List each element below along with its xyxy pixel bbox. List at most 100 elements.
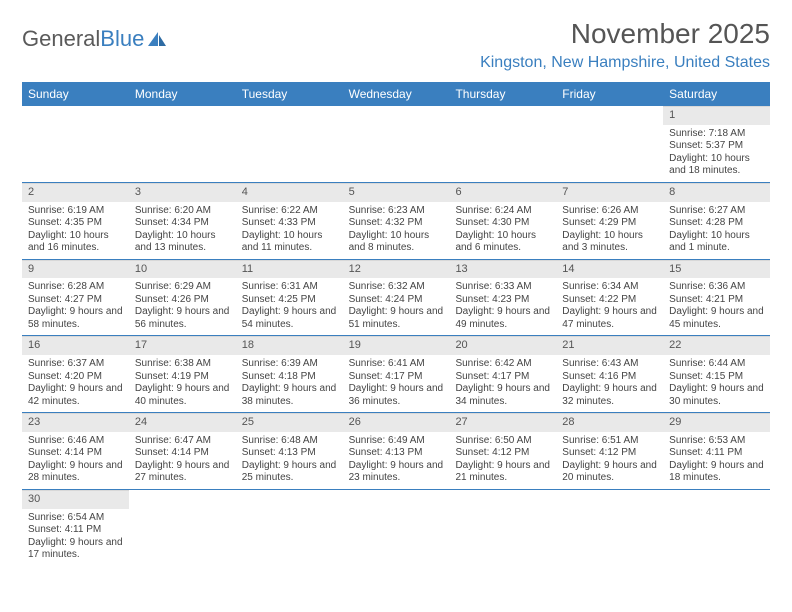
day-number: 4 [236, 183, 343, 202]
sunrise-text: Sunrise: 6:37 AM [28, 358, 123, 371]
daylight-text: Daylight: 10 hours and 13 minutes. [135, 230, 230, 255]
daylight-text: Daylight: 9 hours and 23 minutes. [349, 460, 444, 485]
sunset-text: Sunset: 4:13 PM [242, 447, 337, 460]
calendar-cell: 8Sunrise: 6:27 AMSunset: 4:28 PMDaylight… [663, 183, 770, 259]
day-details: Sunrise: 6:29 AMSunset: 4:26 PMDaylight:… [129, 278, 236, 335]
calendar-cell: 2Sunrise: 6:19 AMSunset: 4:35 PMDaylight… [22, 183, 129, 259]
day-details: Sunrise: 6:24 AMSunset: 4:30 PMDaylight:… [449, 202, 556, 259]
daylight-text: Daylight: 9 hours and 34 minutes. [455, 383, 550, 408]
day-details: Sunrise: 6:20 AMSunset: 4:34 PMDaylight:… [129, 202, 236, 259]
day-number: 29 [663, 413, 770, 432]
day-details: Sunrise: 6:43 AMSunset: 4:16 PMDaylight:… [556, 355, 663, 412]
sunrise-text: Sunrise: 6:50 AM [455, 435, 550, 448]
sunrise-text: Sunrise: 6:22 AM [242, 205, 337, 218]
calendar-cell: 29 Sunrise: 6:53 AMSunset: 4:11 PMDayligh… [663, 413, 770, 489]
calendar-cell-blank [556, 490, 663, 566]
calendar-cell: 12Sunrise: 6:32 AMSunset: 4:24 PMDayligh… [343, 260, 450, 336]
sunset-text: Sunset: 4:27 PM [28, 294, 123, 307]
daylight-text: Daylight: 9 hours and 51 minutes. [349, 306, 444, 331]
sunset-text: Sunset: 4:24 PM [349, 294, 444, 307]
calendar-cell: 9Sunrise: 6:28 AMSunset: 4:27 PMDaylight… [22, 260, 129, 336]
day-number: 27 [449, 413, 556, 432]
calendar-cell: 22Sunrise: 6:44 AMSunset: 4:15 PMDayligh… [663, 336, 770, 412]
day-header: Tuesday [236, 82, 343, 106]
day-details: Sunrise: 6:26 AMSunset: 4:29 PMDaylight:… [556, 202, 663, 259]
calendar-body: 1Sunrise: 7:18 AMSunset: 5:37 PMDaylight… [22, 106, 770, 566]
calendar-cell: 23Sunrise: 6:46 AMSunset: 4:14 PMDayligh… [22, 413, 129, 489]
daylight-text: Daylight: 9 hours and 27 minutes. [135, 460, 230, 485]
sunset-text: Sunset: 4:11 PM [669, 447, 764, 460]
logo-text-1: General [22, 26, 100, 52]
calendar-cell: 17Sunrise: 6:38 AMSunset: 4:19 PMDayligh… [129, 336, 236, 412]
sunrise-text: Sunrise: 6:34 AM [562, 281, 657, 294]
day-number: 13 [449, 260, 556, 279]
sunset-text: Sunset: 4:33 PM [242, 217, 337, 230]
day-details: Sunrise: 6:39 AMSunset: 4:18 PMDaylight:… [236, 355, 343, 412]
daylight-text: Daylight: 10 hours and 3 minutes. [562, 230, 657, 255]
calendar-cell: 21Sunrise: 6:43 AMSunset: 4:16 PMDayligh… [556, 336, 663, 412]
day-number: 12 [343, 260, 450, 279]
daylight-text: Daylight: 9 hours and 18 minutes. [669, 460, 764, 485]
day-details: Sunrise: 6:27 AMSunset: 4:28 PMDaylight:… [663, 202, 770, 259]
sunrise-text: Sunrise: 6:42 AM [455, 358, 550, 371]
day-number: 23 [22, 413, 129, 432]
day-number: 17 [129, 336, 236, 355]
calendar-cell: 19Sunrise: 6:41 AMSunset: 4:17 PMDayligh… [343, 336, 450, 412]
calendar-cell: 28Sunrise: 6:51 AMSunset: 4:12 PMDayligh… [556, 413, 663, 489]
sunset-text: Sunset: 4:19 PM [135, 371, 230, 384]
day-number: 20 [449, 336, 556, 355]
day-number: 24 [129, 413, 236, 432]
day-details: Sunrise: 6:33 AMSunset: 4:23 PMDaylight:… [449, 278, 556, 335]
calendar-row: 1Sunrise: 7:18 AMSunset: 5:37 PMDaylight… [22, 106, 770, 183]
day-number: 9 [22, 260, 129, 279]
calendar-cell: 18Sunrise: 6:39 AMSunset: 4:18 PMDayligh… [236, 336, 343, 412]
daylight-text: Daylight: 9 hours and 38 minutes. [242, 383, 337, 408]
day-details: Sunrise: 6:34 AMSunset: 4:22 PMDaylight:… [556, 278, 663, 335]
sunrise-text: Sunrise: 6:31 AM [242, 281, 337, 294]
sunrise-text: Sunrise: 6:27 AM [669, 205, 764, 218]
sunrise-text: Sunrise: 6:33 AM [455, 281, 550, 294]
sunset-text: Sunset: 4:35 PM [28, 217, 123, 230]
calendar-cell-blank [663, 490, 770, 566]
calendar-cell: 10Sunrise: 6:29 AMSunset: 4:26 PMDayligh… [129, 260, 236, 336]
day-number: 10 [129, 260, 236, 279]
daylight-text: Daylight: 9 hours and 47 minutes. [562, 306, 657, 331]
calendar-cell: 14Sunrise: 6:34 AMSunset: 4:22 PMDayligh… [556, 260, 663, 336]
sunrise-text: Sunrise: 6:29 AM [135, 281, 230, 294]
calendar-cell: 3Sunrise: 6:20 AMSunset: 4:34 PMDaylight… [129, 183, 236, 259]
daylight-text: Daylight: 9 hours and 17 minutes. [28, 537, 123, 562]
header: GeneralBlue November 2025 Kingston, New … [22, 18, 770, 72]
daylight-text: Daylight: 9 hours and 42 minutes. [28, 383, 123, 408]
daylight-text: Daylight: 9 hours and 45 minutes. [669, 306, 764, 331]
sunrise-text: Sunrise: 6:41 AM [349, 358, 444, 371]
sunrise-text: Sunrise: 6:53 AM [669, 435, 764, 448]
daylight-text: Daylight: 9 hours and 21 minutes. [455, 460, 550, 485]
day-details: Sunrise: 7:18 AMSunset: 5:37 PMDaylight:… [663, 125, 770, 182]
sunset-text: Sunset: 4:13 PM [349, 447, 444, 460]
daylight-text: Daylight: 9 hours and 58 minutes. [28, 306, 123, 331]
calendar-cell: 6Sunrise: 6:24 AMSunset: 4:30 PMDaylight… [449, 183, 556, 259]
sunrise-text: Sunrise: 6:46 AM [28, 435, 123, 448]
sunrise-text: Sunrise: 6:43 AM [562, 358, 657, 371]
sunrise-text: Sunrise: 6:48 AM [242, 435, 337, 448]
calendar-cell-blank [556, 106, 663, 182]
daylight-text: Daylight: 10 hours and 6 minutes. [455, 230, 550, 255]
day-details: Sunrise: 6:46 AMSunset: 4:14 PMDaylight:… [22, 432, 129, 489]
day-number: 1 [663, 106, 770, 125]
sunset-text: Sunset: 4:15 PM [669, 371, 764, 384]
daylight-text: Daylight: 10 hours and 11 minutes. [242, 230, 337, 255]
sunset-text: Sunset: 4:11 PM [28, 524, 123, 537]
daylight-text: Daylight: 9 hours and 20 minutes. [562, 460, 657, 485]
sunset-text: Sunset: 4:12 PM [562, 447, 657, 460]
sunset-text: Sunset: 4:14 PM [28, 447, 123, 460]
day-number: 21 [556, 336, 663, 355]
sunset-text: Sunset: 4:12 PM [455, 447, 550, 460]
sunrise-text: Sunrise: 6:23 AM [349, 205, 444, 218]
daylight-text: Daylight: 9 hours and 49 minutes. [455, 306, 550, 331]
calendar-row: 16Sunrise: 6:37 AMSunset: 4:20 PMDayligh… [22, 336, 770, 413]
calendar-cell: 25Sunrise: 6:48 AMSunset: 4:13 PMDayligh… [236, 413, 343, 489]
calendar: SundayMondayTuesdayWednesdayThursdayFrid… [22, 82, 770, 566]
calendar-cell: 26Sunrise: 6:49 AMSunset: 4:13 PMDayligh… [343, 413, 450, 489]
day-number: 5 [343, 183, 450, 202]
daylight-text: Daylight: 9 hours and 25 minutes. [242, 460, 337, 485]
